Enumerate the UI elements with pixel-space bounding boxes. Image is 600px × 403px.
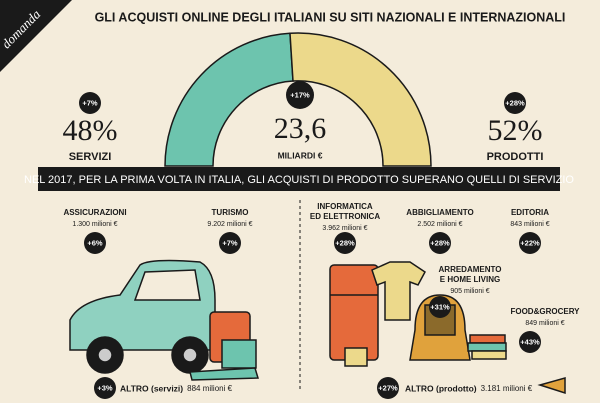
sector-amount: 9.202 milioni € [207,221,252,228]
total: 23,6 [274,112,327,145]
growth: +28% [335,238,355,247]
share: 48% [63,114,118,147]
corner-tag [0,0,72,72]
growth-badge [286,81,314,109]
growth-badge [429,232,451,254]
growth: +22% [520,238,540,247]
sector-name: ASSICURAZIONI [63,208,126,217]
growth: +28% [430,238,450,247]
growth-badge [519,232,541,254]
donut-products [289,32,432,167]
share-label: SERVIZI [69,151,112,163]
sector-name: ED ELETTRONICA [310,212,380,221]
banner: NEL 2017, PER LA PRIMA VOLTA IN ITALIA, … [24,174,574,186]
other-name: ALTRO (servizi) [120,383,183,393]
total-unit: MILIARDI € [278,150,323,160]
other-name: ALTRO (prodotto) [405,383,477,393]
sector-name: FOOD&GROCERY [510,307,580,316]
growth: +3% [97,383,113,392]
growth: +43% [520,337,540,346]
sector-amount: 905 milioni € [450,288,489,295]
sector-amount: 3.962 milioni € [322,225,367,232]
sector-amount: 843 milioni € [510,221,549,228]
sector-name: E HOME LIVING [440,275,500,284]
sector-amount: 1.300 milioni € [72,221,117,228]
luggage [189,311,259,381]
growth-badge [219,232,241,254]
title: GLI ACQUISTI ONLINE DEGLI ITALIANI SU SI… [95,10,566,24]
growth-badge [429,296,451,318]
growth: +31% [430,302,450,311]
growth: +28% [505,98,525,107]
growth-badge [377,377,399,399]
banner-bg [38,167,560,191]
growth: +7% [82,98,98,107]
sector-name: ABBIGLIAMENTO [406,208,473,217]
growth-badge [504,92,526,114]
sector-amount: 849 milioni € [525,320,564,327]
sector-name: ARREDAMENTO [439,265,502,274]
growth-badge [79,92,101,114]
sector-name: TURISMO [212,208,249,217]
sector-amount: 2.502 milioni € [417,221,462,228]
growth-badge [334,232,356,254]
other-amount: 3.181 milioni € [481,384,533,393]
sector-name: EDITORIA [511,208,549,217]
growth: +17% [290,90,310,99]
other-amount: 884 milioni € [187,384,232,393]
growth: +6% [87,238,103,247]
sector-name: INFORMATICA [317,202,373,211]
growth-badge [94,377,116,399]
growth-badge [519,331,541,353]
car [69,259,216,374]
growth-badge [84,232,106,254]
growth: +27% [378,383,398,392]
share-label: PRODOTTI [487,151,544,163]
donut-services [164,32,294,167]
share: 52% [488,114,543,147]
growth: +7% [222,238,238,247]
